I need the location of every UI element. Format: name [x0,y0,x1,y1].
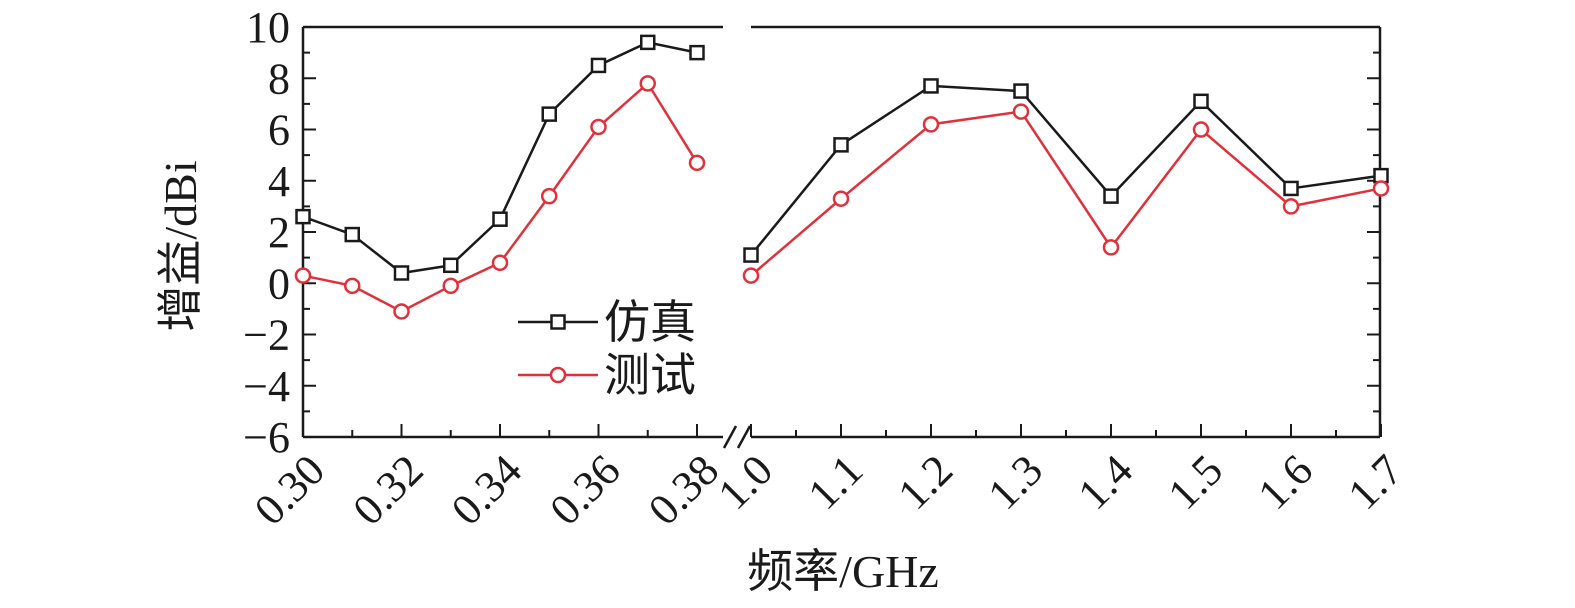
data-point-square [393,265,410,281]
data-point-circle [294,267,312,284]
x-tick-label: 1.0 [709,445,783,519]
x-tick-label: 0.34 [442,445,531,534]
x-tick-label: 1.5 [1159,445,1233,519]
data-point-square [833,137,849,153]
data-point-square [743,247,759,263]
data-point-square [344,226,360,243]
data-point-square [541,106,557,122]
data-point-circle [639,75,656,92]
series-line [302,41,698,275]
data-point-square [1283,180,1299,197]
data-point-square [1193,93,1209,110]
x-axis-title: 频率/GHz [747,546,939,597]
data-point-square [443,257,459,274]
data-point-square [1373,167,1389,184]
data-point-square [640,34,656,51]
x-tick-label: 0.36 [540,445,629,534]
data-point-circle [742,267,760,284]
data-point-circle [541,187,558,205]
series-line [302,81,699,313]
legend-marker-circle [549,366,567,384]
y-tick-label: 10 [246,3,290,52]
y-tick-label: 8 [268,54,290,103]
x-tick-label: 1.3 [979,445,1053,519]
x-tick-label: 1.7 [1339,445,1413,519]
y-tick-label: 4 [268,157,290,206]
y-tick-label: 6 [268,106,290,155]
series-simulated [295,34,1389,281]
data-point-circle [344,277,361,295]
data-point-square [689,44,705,61]
y-tick-label: −2 [243,311,290,360]
data-point-square [590,57,607,74]
y-tick-label: −6 [243,413,290,462]
data-point-square [295,208,311,225]
data-point-circle [688,154,706,172]
x-tick-label: 1.4 [1069,445,1143,519]
x-tick-label: 1.6 [1249,445,1323,519]
y-axis-title: 增益/dBi [155,160,206,331]
data-point-square [1103,188,1119,204]
data-point-square [492,211,508,227]
y-tick-label: 0 [268,259,290,308]
legend-label: 仿真 [604,297,696,348]
data-point-square [923,78,939,94]
x-tick-label: 1.2 [889,445,963,519]
y-tick-label: 2 [268,208,290,257]
data-point-circle [590,118,607,136]
data-point-circle [1372,180,1390,197]
series-line [750,84,1382,256]
axis-break-mark [722,425,738,449]
x-tick-label: 0.32 [343,445,432,534]
series-line [750,110,1382,277]
data-point-circle [491,254,509,271]
data-point-circle [1192,121,1210,138]
data-point-circle [1282,198,1300,215]
data-point-circle [442,277,459,295]
legend-label: 测试 [604,350,696,401]
series-layer [294,34,1390,320]
y-tick-label: −4 [243,362,290,411]
series-measured [294,75,1390,320]
data-point-square [1013,83,1029,99]
axis-break-mark [736,425,752,449]
legend-marker-square [550,314,566,330]
data-point-circle [832,190,850,207]
x-tick-label: 1.1 [799,445,873,519]
data-point-circle [922,116,940,133]
data-point-circle [1102,239,1120,256]
data-point-circle [393,303,410,320]
data-point-circle [1012,103,1030,120]
